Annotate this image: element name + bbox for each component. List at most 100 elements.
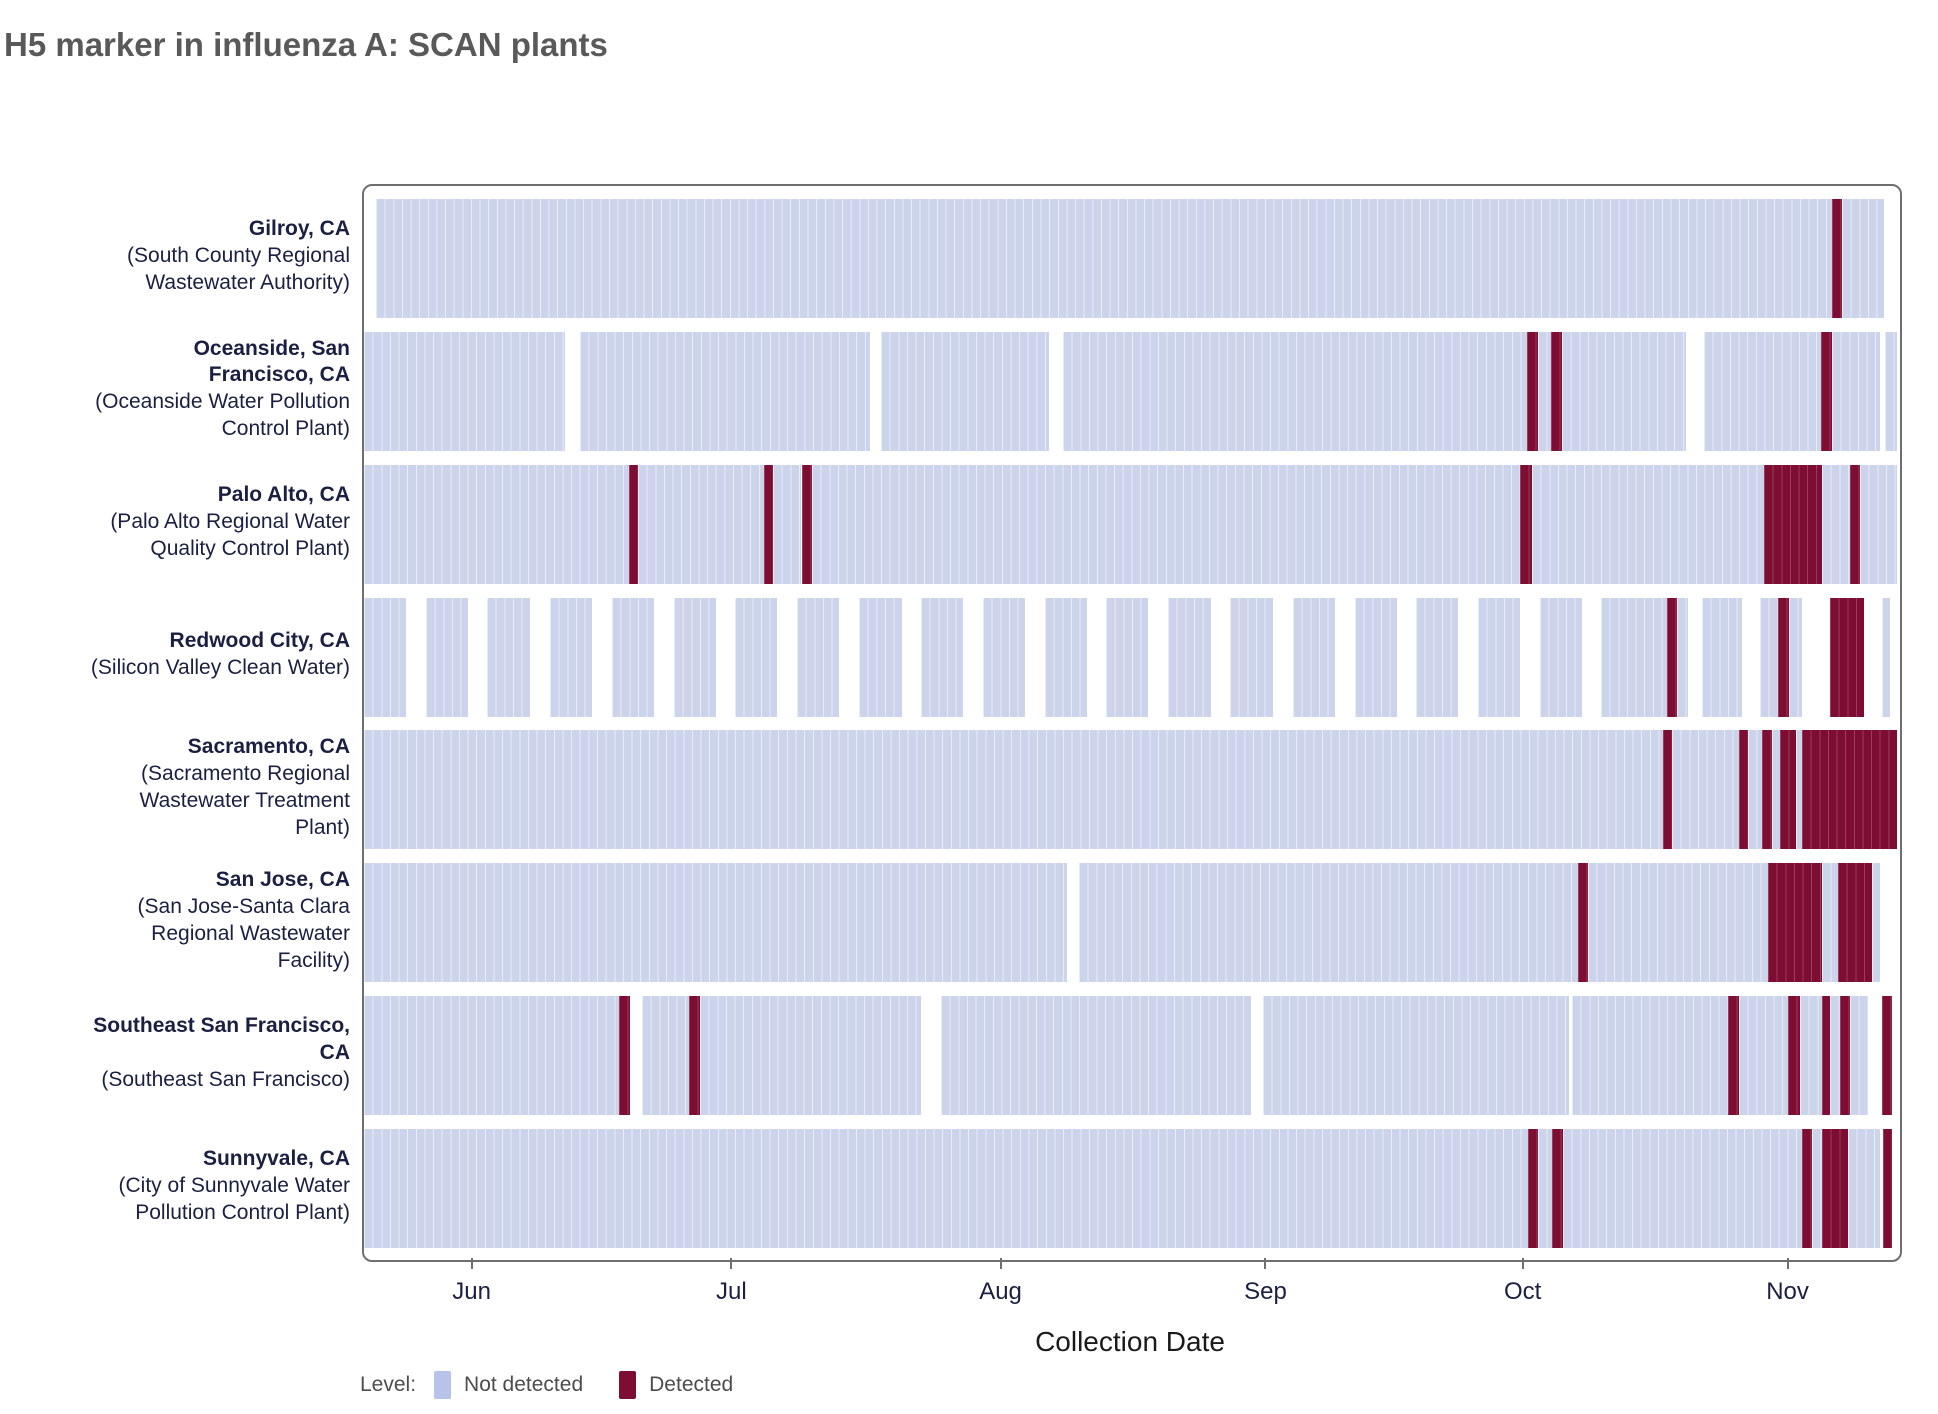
segment-detected: [1787, 996, 1800, 1116]
segment-not-detected: [364, 730, 1663, 850]
segment-not-detected: [1885, 331, 1897, 451]
segment-not-detected: [1478, 597, 1521, 717]
y-label-redwood-city-ca: Redwood City, CA (Silicon Valley Clean Wa…: [88, 596, 350, 715]
segment-detected: [1849, 464, 1861, 584]
segment-detected: [1667, 597, 1678, 717]
segment-not-detected: [1292, 597, 1335, 717]
plant-city: Palo Alto, CA: [217, 482, 350, 506]
segment-not-detected: [1354, 597, 1397, 717]
x-tick-label-sep: Sep: [1244, 1278, 1287, 1305]
segment-not-detected: [1677, 597, 1688, 717]
y-label-oceanside-san-francisco-ca: Oceanside, San Francisco, CA (Oceanside W…: [88, 330, 350, 449]
segment-detected: [628, 464, 639, 584]
segment-detected: [1882, 1129, 1893, 1249]
legend-label: Detected: [649, 1373, 734, 1396]
x-tick-sep: [1264, 1258, 1267, 1269]
segment-not-detected: [1672, 730, 1739, 850]
segment-not-detected: [699, 996, 922, 1116]
row-southeast-san-francisco-ca: [364, 996, 1900, 1116]
segment-not-detected: [1830, 996, 1841, 1116]
x-tick-label-oct: Oct: [1503, 1278, 1542, 1305]
segment-detected: [1527, 331, 1538, 451]
segment-not-detected: [1748, 730, 1762, 850]
legend-items: Not detected Detected: [434, 1371, 769, 1399]
legend-title: Level:: [360, 1373, 417, 1396]
segment-detected: [1767, 863, 1823, 983]
x-tick-label-nov: Nov: [1766, 1278, 1809, 1305]
row-san-jose-ca: [364, 863, 1900, 983]
segment-not-detected: [487, 597, 530, 717]
segment-not-detected: [1230, 597, 1273, 717]
segment-not-detected: [641, 996, 690, 1116]
segment-detected: [1802, 1129, 1812, 1249]
segment-not-detected: [1848, 1129, 1881, 1249]
row-oceanside-san-francisco-ca: [364, 331, 1900, 451]
segment-detected: [1761, 730, 1773, 850]
segment-detected: [1738, 730, 1749, 850]
segment-not-detected: [364, 863, 1068, 983]
segment-detected: [1821, 331, 1832, 451]
x-tick-aug: [999, 1258, 1002, 1269]
segment-detected: [1822, 996, 1831, 1116]
legend-item-not-detected: Not detected: [434, 1371, 583, 1399]
segment-not-detected: [1738, 996, 1788, 1116]
segment-detected: [1528, 1129, 1539, 1249]
segment-detected: [1831, 199, 1843, 318]
segment-detected: [1763, 464, 1823, 584]
segment-not-detected: [1106, 597, 1149, 717]
segment-detected: [1830, 597, 1864, 717]
segment-detected: [1662, 730, 1673, 850]
segment-not-detected: [1760, 597, 1779, 717]
y-label-palo-alto-ca: Palo Alto, CA (Palo Alto Regional Water Q…: [88, 463, 350, 582]
legend-swatch-detected: [619, 1371, 637, 1399]
segment-not-detected: [1811, 1129, 1823, 1249]
segment-detected: [619, 996, 630, 1116]
segment-not-detected: [982, 597, 1025, 717]
segment-not-detected: [811, 464, 1521, 584]
segment-not-detected: [797, 597, 840, 717]
y-label-gilroy-ca: Gilroy, CA (South County Regional Wastewa…: [88, 197, 350, 316]
legend-swatch-not-detected: [434, 1371, 452, 1399]
segment-not-detected: [638, 464, 764, 584]
segment-not-detected: [1601, 597, 1667, 717]
segment-not-detected: [1168, 597, 1211, 717]
segment-not-detected: [1540, 597, 1583, 717]
legend: Level: Not detected Detected: [360, 1368, 769, 1402]
x-tick-jul: [730, 1258, 733, 1269]
plant-city: San Jose, CA: [215, 868, 350, 892]
segment-not-detected: [1796, 730, 1803, 850]
segment-not-detected: [1572, 996, 1729, 1116]
segment-detected: [763, 464, 774, 584]
segment-not-detected: [1702, 597, 1743, 717]
segment-detected: [1728, 996, 1739, 1116]
segment-not-detected: [549, 597, 592, 717]
segment-not-detected: [773, 464, 802, 584]
plant-facility: (City of Sunnyvale Water Pollution Contr…: [118, 1174, 350, 1224]
segment-not-detected: [1831, 331, 1881, 451]
segment-not-detected: [1263, 996, 1569, 1116]
segment-not-detected: [735, 597, 778, 717]
y-label-sunnyvale-ca: Sunnyvale, CA (City of Sunnyvale Water Po…: [88, 1127, 350, 1246]
plant-facility: (Oceanside Water Pollution Control Plant…: [95, 390, 350, 441]
y-label-san-jose-ca: San Jose, CA (San Jose-Santa Clara Region…: [88, 861, 350, 980]
plant-city: Southeast San Francisco, CA: [93, 1014, 350, 1065]
segment-detected: [1551, 331, 1562, 451]
segment-not-detected: [880, 331, 1050, 451]
segment-not-detected: [1772, 730, 1781, 850]
x-tick-oct: [1521, 1258, 1524, 1269]
plant-facility: (Southeast San Francisco): [101, 1068, 350, 1092]
legend-item-detected: Detected: [619, 1371, 733, 1399]
row-gilroy-ca: [364, 199, 1900, 318]
segment-not-detected: [364, 597, 407, 717]
plot-area: [362, 184, 1902, 1262]
segment-not-detected: [1860, 464, 1897, 584]
row-redwood-city-ca: [364, 597, 1900, 717]
plant-facility: (Palo Alto Regional Water Quality Contro…: [110, 509, 350, 560]
plant-city: Oceanside, San Francisco, CA: [193, 336, 350, 387]
row-sunnyvale-ca: [364, 1129, 1900, 1249]
x-tick-label-jun: Jun: [452, 1278, 491, 1305]
segment-not-detected: [1849, 996, 1869, 1116]
plant-city: Sacramento, CA: [187, 735, 350, 759]
segment-not-detected: [1062, 331, 1528, 451]
segment-detected: [1802, 730, 1897, 850]
